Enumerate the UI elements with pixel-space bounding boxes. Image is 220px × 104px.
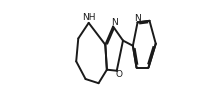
Text: NH: NH — [82, 13, 95, 22]
Text: N: N — [134, 14, 141, 23]
Text: N: N — [112, 18, 118, 27]
Text: O: O — [115, 70, 122, 79]
